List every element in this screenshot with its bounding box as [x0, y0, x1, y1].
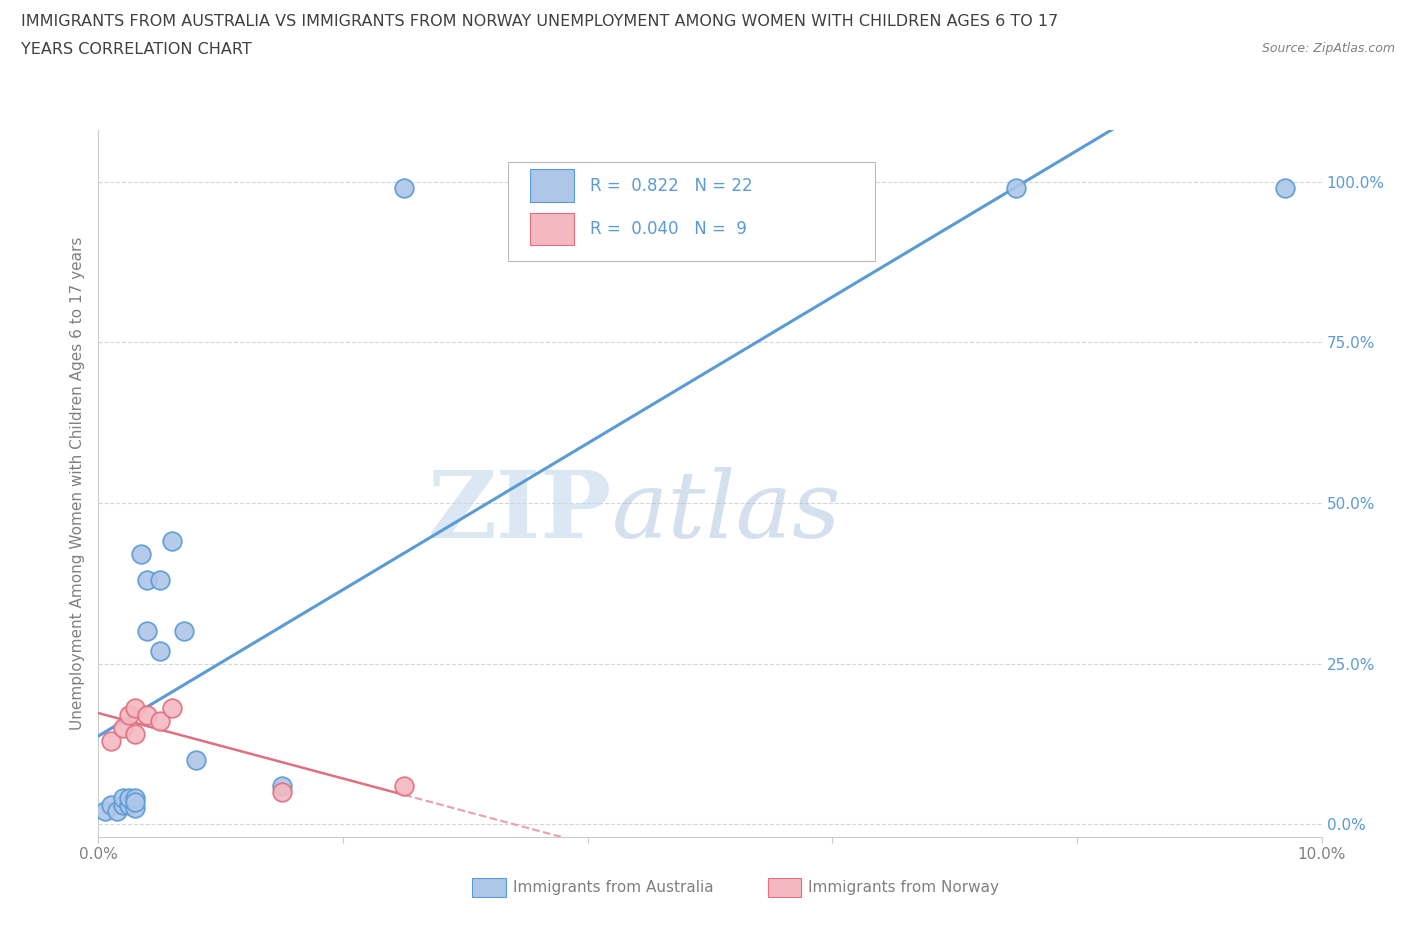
FancyBboxPatch shape [530, 169, 574, 202]
Y-axis label: Unemployment Among Women with Children Ages 6 to 17 years: Unemployment Among Women with Children A… [69, 237, 84, 730]
FancyBboxPatch shape [508, 162, 875, 261]
Text: YEARS CORRELATION CHART: YEARS CORRELATION CHART [21, 42, 252, 57]
Point [129, 547, 152, 562]
Point [93, 804, 115, 818]
Text: atlas: atlas [612, 467, 842, 557]
Text: R =  0.040   N =  9: R = 0.040 N = 9 [591, 219, 747, 238]
Point [270, 785, 292, 800]
Point [105, 804, 128, 818]
Point [392, 180, 416, 195]
Point [186, 752, 208, 767]
Point [149, 714, 172, 729]
Point [136, 573, 159, 588]
Text: ZIP: ZIP [427, 467, 612, 557]
Point [124, 726, 146, 741]
Text: Immigrants from Norway: Immigrants from Norway [808, 880, 1000, 895]
Point [124, 801, 146, 816]
Point [136, 708, 159, 723]
Point [111, 797, 134, 812]
Point [111, 721, 134, 736]
Point [270, 778, 292, 793]
Point [118, 791, 141, 806]
Point [136, 624, 159, 639]
Point [100, 733, 122, 748]
Point [149, 644, 172, 658]
Point [124, 791, 146, 806]
Point [124, 794, 146, 809]
Point [111, 791, 134, 806]
Point [118, 708, 141, 723]
Point [173, 624, 195, 639]
Point [160, 701, 183, 716]
Point [124, 701, 146, 716]
FancyBboxPatch shape [530, 213, 574, 246]
Point [160, 534, 183, 549]
Point [1274, 180, 1296, 195]
Point [1004, 180, 1026, 195]
Point [759, 180, 782, 195]
Text: IMMIGRANTS FROM AUSTRALIA VS IMMIGRANTS FROM NORWAY UNEMPLOYMENT AMONG WOMEN WIT: IMMIGRANTS FROM AUSTRALIA VS IMMIGRANTS … [21, 14, 1059, 29]
Point [149, 573, 172, 588]
Point [100, 797, 122, 812]
Point [118, 797, 141, 812]
Point [392, 778, 416, 793]
Text: Immigrants from Australia: Immigrants from Australia [513, 880, 714, 895]
Text: R =  0.822   N = 22: R = 0.822 N = 22 [591, 177, 752, 194]
Text: Source: ZipAtlas.com: Source: ZipAtlas.com [1261, 42, 1395, 55]
